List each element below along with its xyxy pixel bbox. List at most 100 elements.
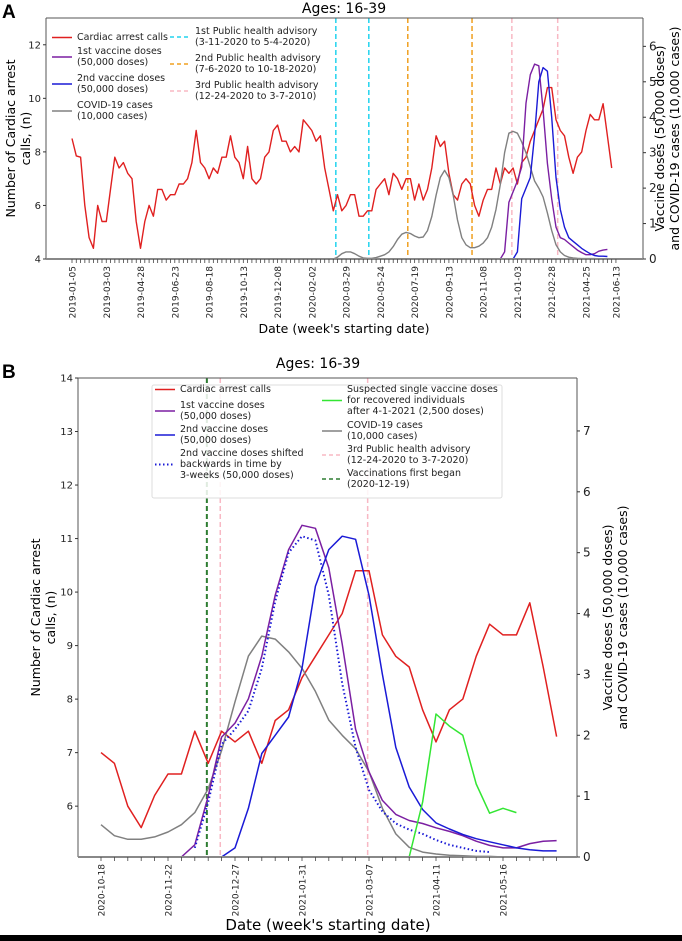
chart-b-xlabel: Date (week's starting date) — [225, 916, 430, 934]
y-axis-label-line1: Number of Cardiac arrest — [28, 538, 43, 696]
y-tick-label: 9 — [67, 641, 73, 652]
x-tick-label: 2019-01-05 — [69, 266, 79, 318]
series-line-2nd-vaccine-doses-shifted-back-3-weeks — [193, 535, 490, 854]
x-tick-label: 2021-01-03 — [514, 266, 524, 318]
y2-tick-label: 4 — [583, 607, 591, 621]
legend-label: (12-24-2020 to 3-7-2010) — [195, 91, 316, 102]
legend-box — [151, 384, 503, 499]
chart-a-xlabel: Date (week's starting date) — [259, 321, 430, 336]
legend-label: (50,000 doses) — [77, 84, 148, 95]
y2-tick-label: 1 — [583, 789, 591, 803]
panel-label-b: B — [2, 362, 16, 383]
x-tick-label: 2019-08-18 — [206, 266, 216, 319]
y-axis-label-line2: calls, (n) — [43, 591, 58, 645]
x-tick-label: 2020-07-19 — [411, 266, 421, 319]
legend-label: (50,000 doses) — [77, 57, 148, 68]
y2-tick-label: 2 — [649, 181, 657, 195]
x-tick-label: 2020-05-24 — [377, 266, 387, 319]
x-tick-label: 2020-03-29 — [343, 266, 353, 319]
legend-label: COVID-19 cases — [77, 100, 153, 111]
y-tick-label: 11 — [60, 534, 73, 545]
legend-label: backwards in time by — [180, 459, 282, 470]
panel-label-a: A — [2, 2, 16, 23]
x-tick-label: 2021-06-13 — [612, 266, 622, 318]
y-axis-label-line2: calls, (n) — [18, 112, 33, 166]
legend-label: (50,000 doses) — [180, 411, 251, 422]
x-tick-label: 2019-04-28 — [137, 266, 147, 319]
x-tick-label: 2020-10-18 — [98, 864, 108, 917]
y2-tick-label: 2 — [583, 728, 591, 742]
y2-tick-label: 3 — [649, 146, 657, 160]
y2-tick-label: 5 — [583, 546, 591, 560]
x-tick-label: 2021-02-28 — [548, 266, 558, 319]
y-tick-label: 6 — [67, 802, 73, 813]
legend-label: Vaccinations first began — [347, 468, 461, 479]
x-tick-label: 2021-04-11 — [433, 864, 443, 916]
x-tick-label: 2021-01-31 — [299, 864, 309, 916]
legend-label: COVID-19 cases — [347, 420, 423, 431]
y-tick-label: 4 — [35, 255, 41, 266]
legend-label: 1st Public health advisory — [195, 26, 318, 37]
legend-label: (50,000 doses) — [180, 435, 251, 446]
legend-label: (2020-12-19) — [347, 479, 410, 490]
legend-label: 1st vaccine doses — [77, 46, 162, 57]
x-tick-label: 2020-09-13 — [445, 266, 455, 318]
chart-a-title: Ages: 16-39 — [302, 1, 386, 17]
legend-label: after 4-1-2021 (2,500 doses) — [347, 406, 484, 417]
y-tick-label: 8 — [35, 147, 41, 158]
legend-label: (7-6-2020 to 10-18-2020) — [195, 64, 316, 75]
x-tick-label: 2021-03-07 — [366, 864, 376, 916]
legend-label: 2nd vaccine doses — [77, 73, 165, 84]
x-tick-label: 2020-11-22 — [165, 864, 175, 916]
legend-label: 2nd vaccine doses — [180, 424, 268, 435]
legend-label: (3-11-2020 to 5-4-2020) — [195, 37, 310, 48]
legend-label: (10,000 cases) — [77, 111, 147, 122]
y2-tick-label: 4 — [649, 110, 657, 124]
x-tick-label: 2020-11-08 — [480, 266, 490, 319]
legend-label: for recovered individuals — [347, 395, 465, 406]
y2-axis-label-line2: and COVID-19 cases (10,000 cases) — [667, 26, 682, 250]
series-line-1st-vaccine-doses — [499, 63, 608, 260]
y2-tick-label: 5 — [649, 75, 657, 89]
legend-label: 2nd vaccine doses shifted — [180, 448, 304, 459]
x-tick-label: 2021-04-25 — [582, 266, 592, 318]
x-tick-label: 2019-10-13 — [240, 266, 250, 318]
chart-b-title: Ages: 16-39 — [276, 356, 360, 372]
x-tick-label: 2019-12-08 — [274, 266, 284, 319]
series-line-covid-19-cases — [100, 635, 557, 858]
bottom-border — [0, 935, 682, 941]
series-line-covid-19-cases — [333, 130, 616, 260]
y2-axis-label-line1: Vaccine doses (50,000 doses) — [600, 524, 615, 710]
y-tick-label: 12 — [60, 481, 73, 492]
y2-tick-label: 3 — [583, 667, 591, 681]
y-tick-label: 14 — [60, 374, 73, 385]
y2-tick-label: 0 — [649, 252, 657, 266]
series-line-suspected-single-vaccine-doses-for-recovered-individuals — [408, 713, 517, 858]
y2-tick-label: 0 — [583, 850, 591, 864]
y-axis-label-line1: Number of Cardiac arrest — [3, 59, 18, 217]
legend-label: 3rd Public health advisory — [195, 80, 319, 91]
x-tick-label: 2021-05-16 — [500, 864, 510, 917]
legend-label: 2nd Public health advisory — [195, 53, 321, 64]
y-tick-label: 7 — [67, 748, 73, 759]
legend-label: 3rd Public health advisory — [347, 444, 471, 455]
y-tick-label: 13 — [60, 427, 73, 438]
series-line-cardiac-arrest-calls — [100, 569, 558, 829]
x-tick-label: 2020-02-02 — [308, 266, 318, 318]
y2-axis-label-line2: and COVID-19 cases (10,000 cases) — [615, 505, 630, 729]
legend-label: (12-24-2020 to 3-7-2020) — [347, 455, 468, 466]
series-line-2nd-vaccine-doses — [512, 66, 608, 260]
y2-tick-label: 6 — [649, 39, 657, 53]
legend-label: 3-weeks (50,000 doses) — [180, 470, 294, 481]
legend-label: Cardiac arrest calls — [77, 32, 168, 43]
y-tick-label: 10 — [28, 94, 41, 105]
y2-tick-label: 6 — [583, 485, 591, 499]
legend-label: 1st vaccine doses — [180, 400, 265, 411]
y2-tick-label: 1 — [649, 217, 657, 231]
legend-label: (10,000 cases) — [347, 431, 417, 442]
y-tick-label: 8 — [67, 695, 73, 706]
legend-label: Suspected single vaccine doses — [347, 384, 498, 395]
